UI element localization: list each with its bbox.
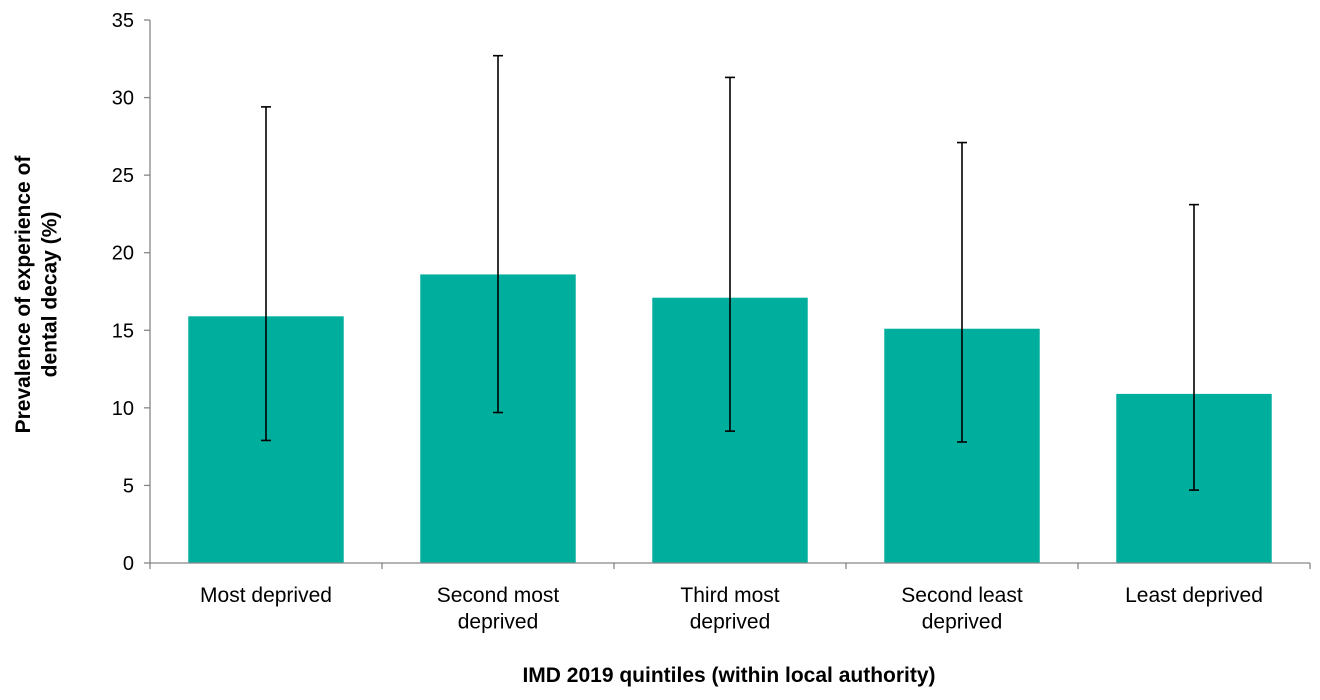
y-tick-label: 25	[112, 165, 134, 187]
y-tick-labels: 0 5 10 15 20 25 30 35	[112, 10, 134, 575]
y-tick-label: 30	[112, 88, 134, 110]
y-tick-label: 0	[123, 553, 134, 575]
y-tick-label: 10	[112, 398, 134, 420]
y-tick-label: 15	[112, 320, 134, 342]
y-axis-title: Prevalence of experience of dental decay …	[12, 155, 61, 434]
axes	[144, 19, 1311, 569]
y-tick-label: 5	[123, 475, 134, 497]
error-bar-group	[261, 54, 1199, 491]
x-category-label: Third most deprived	[680, 584, 779, 633]
x-category-label: Second most deprived	[437, 584, 560, 633]
y-tick-label: 35	[112, 10, 134, 32]
x-category-label: Most deprived	[200, 584, 332, 607]
y-axis-title-text: Prevalence of experience of dental decay …	[12, 155, 61, 434]
x-axis-title: IMD 2019 quintiles (within local authori…	[522, 664, 935, 687]
x-category-label: Least deprived	[1125, 584, 1263, 607]
x-category-label: Second least deprived	[901, 584, 1023, 633]
x-category-labels: Most deprived Second most deprived Third mo…	[200, 584, 1263, 633]
y-tick-label: 20	[112, 243, 134, 265]
